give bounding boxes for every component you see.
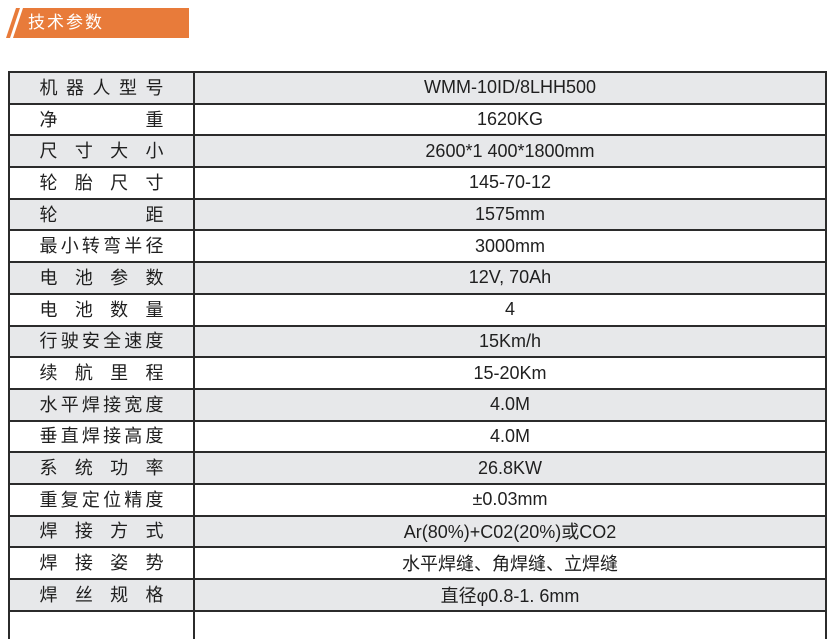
spec-value: 4 — [193, 292, 827, 327]
spec-value — [193, 609, 827, 639]
spec-label: 最小转弯半径 — [39, 236, 164, 257]
table-row: 焊丝规格 直径φ0.8-1. 6mm — [8, 578, 827, 612]
spec-value: 直径φ0.8-1. 6mm — [193, 578, 827, 612]
spec-value: ±0.03mm — [193, 482, 827, 517]
spec-value: 15Km/h — [193, 324, 827, 359]
spec-value: 145-70-12 — [193, 166, 827, 200]
spec-label: 尺寸大小 — [39, 141, 164, 162]
table-row: 机器人型号 WMM-10ID/8LHH500 — [8, 71, 827, 105]
spec-label: 垂直焊接高度 — [39, 426, 164, 447]
spec-label-cell: 焊丝规格 — [8, 578, 195, 612]
spec-label: 行驶安全速度 — [39, 331, 164, 352]
table-row: 续航里程 15-20Km — [8, 356, 827, 390]
spec-value: 水平焊缝、角焊缝、立焊缝 — [193, 546, 827, 580]
page-title: 技术参数 — [28, 13, 104, 32]
table-row: 尺寸大小 2600*1 400*1800mm — [8, 134, 827, 169]
spec-label: 水平焊接宽度 — [39, 394, 164, 415]
spec-label-cell: 电池参数 — [8, 261, 195, 295]
spec-label-cell: 行驶安全速度 — [8, 324, 195, 359]
table-row: 重复定位精度 ±0.03mm — [8, 482, 827, 517]
spec-value: 4.0M — [193, 419, 827, 454]
table-row: 电池数量 4 — [8, 292, 827, 327]
spec-label-cell: 水平焊接宽度 — [8, 387, 195, 422]
spec-label-cell: 尺寸大小 — [8, 134, 195, 169]
spec-label: 重复定位精度 — [39, 489, 164, 510]
spec-value: WMM-10ID/8LHH500 — [193, 71, 827, 105]
spec-label: 电池参数 — [39, 267, 164, 288]
table-row — [8, 609, 827, 639]
spec-label-cell — [8, 609, 195, 639]
spec-value: 26.8KW — [193, 451, 827, 485]
spec-label-cell: 系统功率 — [8, 451, 195, 485]
table-row: 焊接姿势 水平焊缝、角焊缝、立焊缝 — [8, 546, 827, 580]
spec-label: 电池数量 — [39, 299, 164, 320]
spec-value: Ar(80%)+C02(20%)或CO2 — [193, 514, 827, 549]
spec-value: 1575mm — [193, 197, 827, 232]
table-row: 轮距 1575mm — [8, 197, 827, 232]
spec-label: 轮胎尺寸 — [39, 172, 164, 193]
spec-label: 系统功率 — [39, 458, 164, 479]
table-row: 垂直焊接高度 4.0M — [8, 419, 827, 454]
spec-label: 轮距 — [39, 204, 164, 225]
table-row: 最小转弯半径 3000mm — [8, 229, 827, 264]
spec-value: 3000mm — [193, 229, 827, 264]
spec-label: 续航里程 — [39, 363, 164, 384]
spec-label: 焊接姿势 — [39, 553, 164, 574]
spec-label-cell: 重复定位精度 — [8, 482, 195, 517]
spec-label-cell: 机器人型号 — [8, 71, 195, 105]
table-row: 行驶安全速度 15Km/h — [8, 324, 827, 359]
spec-label-cell: 焊接姿势 — [8, 546, 195, 580]
spec-label-cell: 轮距 — [8, 197, 195, 232]
spec-label-cell: 垂直焊接高度 — [8, 419, 195, 454]
spec-label-cell: 焊接方式 — [8, 514, 195, 549]
spec-table: 机器人型号 WMM-10ID/8LHH500 净重 1620KG 尺寸大小 2600*1 … — [8, 71, 827, 639]
spec-label: 机器人型号 — [39, 77, 164, 98]
table-row: 净重 1620KG — [8, 102, 827, 137]
spec-value: 4.0M — [193, 387, 827, 422]
spec-label-cell: 净重 — [8, 102, 195, 137]
spec-label-cell: 轮胎尺寸 — [8, 166, 195, 200]
table-row: 水平焊接宽度 4.0M — [8, 387, 827, 422]
section-header: 技术参数 — [3, 8, 189, 38]
spec-value: 2600*1 400*1800mm — [193, 134, 827, 169]
table-row: 轮胎尺寸 145-70-12 — [8, 166, 827, 200]
header-body: 技术参数 — [13, 8, 189, 38]
spec-value: 12V, 70Ah — [193, 261, 827, 295]
spec-label: 焊接方式 — [39, 521, 164, 542]
spec-label: 焊丝规格 — [39, 584, 164, 605]
spec-label: 净重 — [39, 109, 164, 130]
spec-label-cell: 续航里程 — [8, 356, 195, 390]
table-row: 电池参数 12V, 70Ah — [8, 261, 827, 295]
table-row: 系统功率 26.8KW — [8, 451, 827, 485]
spec-label-cell: 电池数量 — [8, 292, 195, 327]
spec-value: 15-20Km — [193, 356, 827, 390]
spec-value: 1620KG — [193, 102, 827, 137]
table-row: 焊接方式 Ar(80%)+C02(20%)或CO2 — [8, 514, 827, 549]
spec-label-cell: 最小转弯半径 — [8, 229, 195, 264]
